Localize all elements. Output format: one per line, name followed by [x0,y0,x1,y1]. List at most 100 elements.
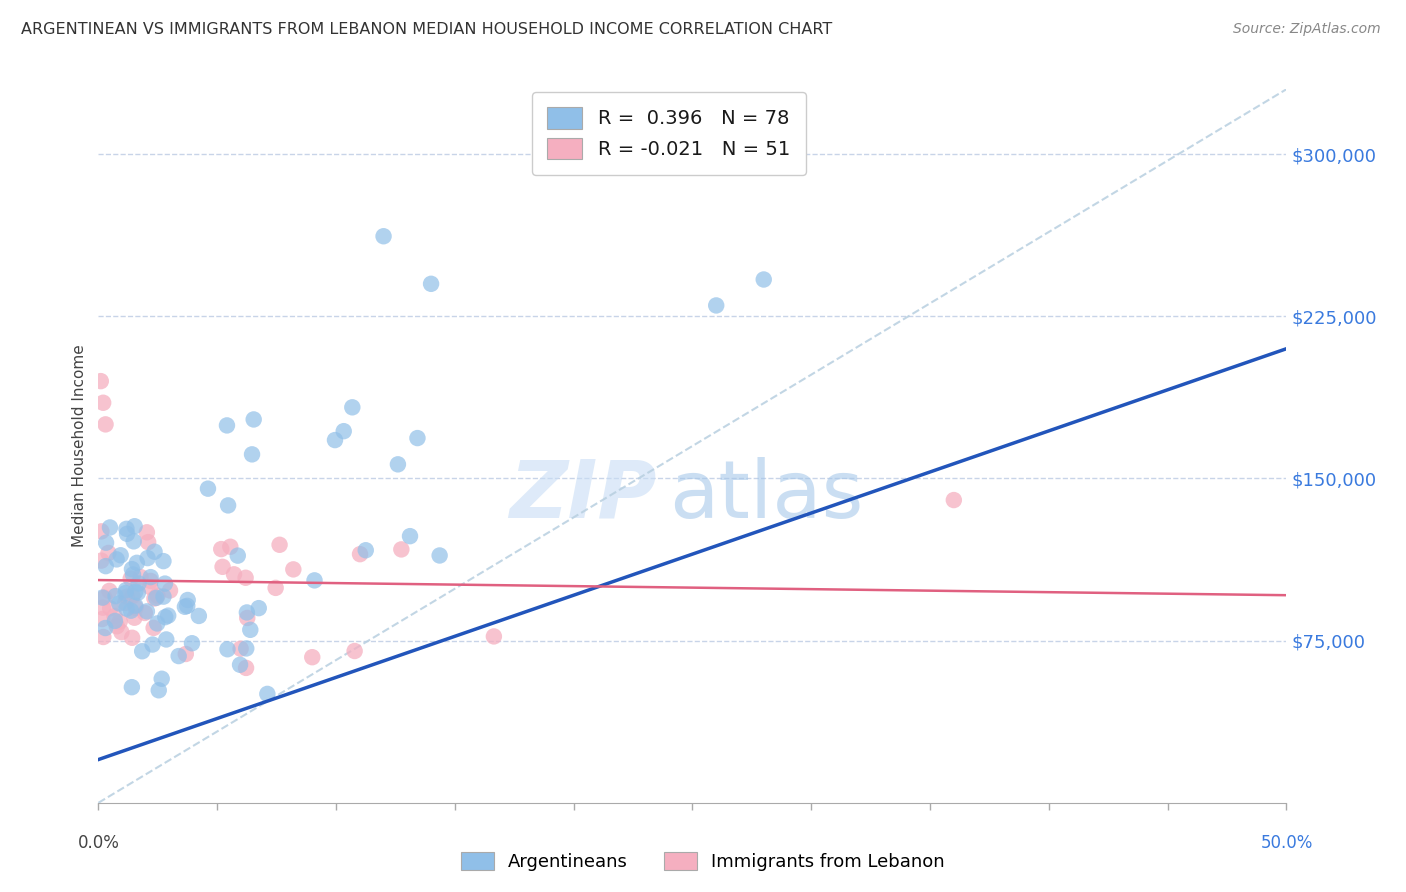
Point [114,596,136,610]
Point [157,608,180,623]
Point [135,525,157,540]
Point [104,614,127,628]
Text: ZIP: ZIP [509,457,657,535]
Point [94,559,117,574]
Point [429,549,451,563]
Point [98,601,121,615]
Point [98,583,121,598]
Point [139,580,162,594]
Point [349,547,371,561]
Point [704,298,727,312]
Point [167,649,190,664]
Point [176,599,198,613]
Point [121,680,143,694]
Point [94,417,117,432]
Text: Source: ZipAtlas.com: Source: ZipAtlas.com [1233,22,1381,37]
Point [399,529,422,543]
Point [342,401,364,415]
Point [373,229,395,244]
Point [128,576,150,591]
Point [90,554,112,568]
Point [124,519,146,533]
Point [304,574,326,588]
Point [108,615,131,629]
Point [131,644,153,658]
Point [108,596,131,610]
Legend: Argentineans, Immigrants from Lebanon: Argentineans, Immigrants from Lebanon [454,845,952,879]
Point [93,591,115,605]
Point [105,552,128,566]
Point [125,556,148,570]
Text: atlas: atlas [669,457,863,535]
Text: 0.0%: 0.0% [77,834,120,852]
Point [115,522,138,536]
Point [90,374,112,388]
Point [122,534,145,549]
Point [229,657,252,672]
Point [235,641,257,656]
Legend: R =  0.396   N = 78, R = -0.021   N = 51: R = 0.396 N = 78, R = -0.021 N = 51 [531,92,806,175]
Point [121,589,143,603]
Point [129,570,152,584]
Point [115,583,138,598]
Point [93,630,115,644]
Point [269,538,291,552]
Point [332,424,354,438]
Point [187,609,209,624]
Point [942,493,965,508]
Point [217,499,239,513]
Point [235,661,257,675]
Point [155,610,177,624]
Point [240,447,263,461]
Point [114,586,136,600]
Point [155,632,177,647]
Point [181,636,204,650]
Point [174,599,197,614]
Point [283,562,305,576]
Point [115,590,138,604]
Point [211,559,233,574]
Point [235,571,257,585]
Point [226,549,249,563]
Point [115,526,138,541]
Point [110,549,132,563]
Point [91,612,114,626]
Point [145,591,167,605]
Point [152,554,174,568]
Point [136,551,159,566]
Point [105,619,128,633]
Point [752,272,775,286]
Point [124,599,146,613]
Point [136,535,159,549]
Point [94,535,117,549]
Text: ARGENTINEAN VS IMMIGRANTS FROM LEBANON MEDIAN HOUSEHOLD INCOME CORRELATION CHART: ARGENTINEAN VS IMMIGRANTS FROM LEBANON M… [21,22,832,37]
Point [209,542,232,557]
Point [159,583,181,598]
Point [242,412,264,426]
Point [103,609,125,624]
Point [110,625,132,640]
Point [134,606,156,620]
Point [222,567,245,582]
Point [141,638,163,652]
Point [120,604,142,618]
Point [150,672,173,686]
Y-axis label: Median Household Income: Median Household Income [72,344,87,548]
Text: 50.0%: 50.0% [1260,834,1313,852]
Point [239,623,262,637]
Point [91,396,114,410]
Point [229,641,252,656]
Point [343,644,366,658]
Point [354,543,377,558]
Point [389,542,412,557]
Point [121,631,143,645]
Point [120,572,142,586]
Point [124,585,146,599]
Point [236,611,259,625]
Point [122,567,145,582]
Point [124,600,146,615]
Point [219,540,242,554]
Point [152,590,174,604]
Point [215,418,238,433]
Point [323,433,346,447]
